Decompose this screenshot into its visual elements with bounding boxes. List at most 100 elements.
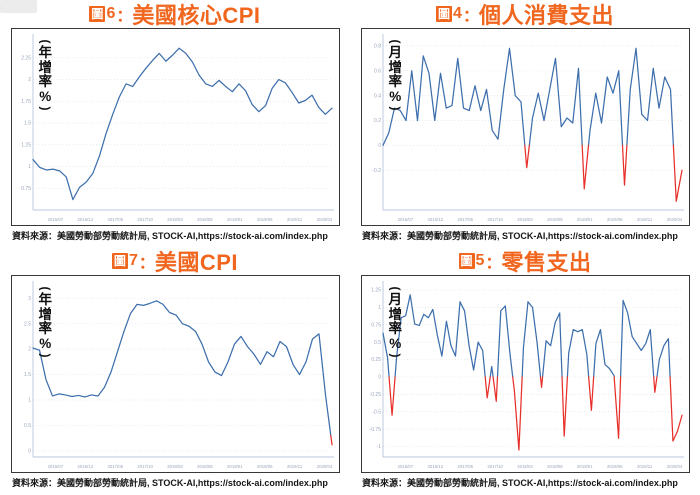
y-tick-label: 1 bbox=[28, 164, 31, 170]
figure-number: 6 bbox=[106, 5, 116, 22]
figure-cell-cpi: 圖 7：美國CPI 3 2.5 2 1.5 1 0.5 0 2016/07 2016/12 2017… bbox=[0, 247, 350, 495]
y-tick-label: 2.5 bbox=[24, 321, 31, 327]
source-note: 資料來源：美國勞動部勞動統計局, STOCK-AI,https://stock-… bbox=[362, 478, 678, 488]
x-tick-label: 2018/03 bbox=[517, 217, 533, 222]
figure-title-text: 個人消費支出 bbox=[478, 3, 614, 28]
x-tick-label: 2018/08 bbox=[197, 464, 213, 469]
y-tick-label: 1.5 bbox=[24, 372, 31, 378]
figure-title-text: 美國CPI bbox=[154, 250, 239, 275]
figure-title: 圖 6：美國核心CPI bbox=[0, 0, 350, 28]
x-tick-label: 2016/12 bbox=[77, 464, 93, 469]
figure-number: 7 bbox=[128, 252, 138, 269]
x-tick-label: 2017/05 bbox=[107, 217, 123, 222]
y-tick-label: 0 bbox=[378, 143, 381, 149]
x-tick-label: 2019/06 bbox=[606, 464, 622, 469]
chart-panel: 1.25 1 0.75 0.5 0.25 0 -0.25 -0.5 -0.75 -1 2016/07… bbox=[360, 275, 690, 473]
data-line bbox=[31, 300, 331, 437]
x-tick-label: 2016/07 bbox=[47, 217, 63, 222]
x-tick-label: 2017/10 bbox=[487, 464, 503, 469]
source-note: 資料來源：美國勞動部勞動統計局, STOCK-AI,https://stock-… bbox=[362, 231, 678, 241]
figure-title: 圖 5：零售支出 bbox=[350, 247, 700, 275]
chart-panel: 2.25 2 1.75 1.5 1.25 1 0.75 2016/07 2016/12 2017/… bbox=[10, 28, 340, 226]
x-tick-label: 2017/05 bbox=[107, 464, 123, 469]
x-tick-label: 2016/12 bbox=[77, 217, 93, 222]
data-line-negative bbox=[329, 435, 333, 446]
x-tick-label: 2019/06 bbox=[256, 464, 272, 469]
figure-badge-icon: 圖 bbox=[436, 6, 453, 22]
y-tick-label: 1.25 bbox=[21, 142, 31, 148]
y-tick-label: 2.25 bbox=[21, 55, 31, 61]
y-tick-label: 0.4 bbox=[374, 93, 381, 99]
y-tick-label: 0 bbox=[378, 375, 381, 381]
x-tick-label: 2017/10 bbox=[137, 217, 153, 222]
y-tick-label: -1 bbox=[376, 444, 381, 450]
y-tick-label: 0.75 bbox=[21, 186, 31, 192]
y-tick-label: 2 bbox=[28, 77, 31, 83]
source-note: 資料來源：美國勞動部勞動統計局, STOCK-AI,https://stock-… bbox=[12, 478, 328, 488]
figure-separator: ： bbox=[485, 255, 502, 272]
figure-badge-icon: 圖 bbox=[458, 253, 475, 269]
y-tick-label: 1 bbox=[378, 305, 381, 311]
y-tick-label: 1.75 bbox=[21, 99, 31, 105]
figure-title: 圖 4：個人消費支出 bbox=[350, 0, 700, 28]
figure-separator: ： bbox=[138, 255, 155, 272]
x-tick-label: 2016/07 bbox=[47, 464, 63, 469]
x-tick-label: 2017/05 bbox=[457, 464, 473, 469]
x-tick-label: 2019/01 bbox=[227, 464, 243, 469]
x-tick-label: 2020/04 bbox=[316, 217, 332, 222]
data-line bbox=[381, 47, 674, 146]
y-tick-label: -0.2 bbox=[372, 168, 381, 174]
chart-panel: 0.8 0.6 0.4 0.2 0 -0.2 2016/07 2016/12 2017/05 20… bbox=[360, 28, 690, 226]
y-tick-label: 0 bbox=[28, 448, 31, 454]
chart-panel: 3 2.5 2 1.5 1 0.5 0 2016/07 2016/12 2017/05 2017/1… bbox=[10, 275, 340, 473]
us-cpi-chart: 3 2.5 2 1.5 1 0.5 0 2016/07 2016/12 2017/05 2017/1… bbox=[24, 281, 334, 469]
x-tick-label: 2018/08 bbox=[547, 464, 563, 469]
corner-artifact bbox=[0, 0, 37, 13]
figure-cell-pce: 圖 4：個人消費支出 0.8 0.6 0.4 0.2 0 -0.2 2016/07 2016/1… bbox=[350, 0, 700, 247]
data-line-negative bbox=[387, 376, 683, 451]
x-tick-label: 2020/04 bbox=[666, 464, 682, 469]
y-tick-label: 1.25 bbox=[371, 288, 381, 294]
figure-separator: ： bbox=[462, 8, 479, 25]
x-tick-label: 2018/08 bbox=[547, 217, 563, 222]
y-tick-label: -0.75 bbox=[369, 427, 381, 433]
x-tick-label: 2019/01 bbox=[577, 464, 593, 469]
x-tick-label: 2019/11 bbox=[637, 217, 653, 222]
figure-separator: ： bbox=[116, 8, 133, 25]
y-tick-label: 0.5 bbox=[374, 340, 381, 346]
x-tick-label: 2018/08 bbox=[197, 217, 213, 222]
y-tick-label: 0.6 bbox=[374, 68, 381, 74]
y-tick-label: -0.5 bbox=[372, 409, 381, 415]
y-tick-label: 0.25 bbox=[371, 357, 381, 363]
x-tick-label: 2016/12 bbox=[427, 217, 443, 222]
x-tick-label: 2019/11 bbox=[287, 464, 303, 469]
x-tick-label: 2016/07 bbox=[397, 464, 413, 469]
figure-badge-icon: 圖 bbox=[89, 6, 106, 22]
x-tick-label: 2019/06 bbox=[606, 217, 622, 222]
x-tick-label: 2019/11 bbox=[637, 464, 653, 469]
x-tick-label: 2016/12 bbox=[427, 464, 443, 469]
figure-title-text: 美國核心CPI bbox=[132, 3, 261, 28]
us-core-cpi-chart: 2.25 2 1.75 1.5 1.25 1 0.75 2016/07 2016/12 2017/… bbox=[21, 34, 334, 222]
y-tick-label: 1.5 bbox=[24, 121, 31, 127]
y-tick-label: 0.8 bbox=[374, 44, 381, 50]
x-tick-label: 2019/01 bbox=[227, 217, 243, 222]
x-tick-label: 2018/03 bbox=[167, 217, 183, 222]
x-tick-label: 2019/06 bbox=[256, 217, 272, 222]
y-tick-label: 0.75 bbox=[371, 322, 381, 328]
figure-cell-retail: 圖 5：零售支出 1.25 1 0.75 0.5 0.25 0 -0.25 -0.5 -0.75 -… bbox=[350, 247, 700, 495]
data-line bbox=[31, 47, 333, 201]
x-tick-label: 2018/03 bbox=[517, 464, 533, 469]
y-tick-label: 2 bbox=[28, 347, 31, 353]
y-tick-label: 0.2 bbox=[374, 118, 381, 124]
figure-number: 4 bbox=[453, 5, 462, 22]
x-tick-label: 2018/03 bbox=[167, 464, 183, 469]
personal-consumption-chart: 0.8 0.6 0.4 0.2 0 -0.2 2016/07 2016/12 2017/05 20… bbox=[372, 34, 684, 222]
data-line bbox=[381, 294, 671, 378]
x-tick-label: 2017/10 bbox=[487, 217, 503, 222]
figure-cell-core-cpi: 圖 6：美國核心CPI 2.25 2 1.75 1.5 1.25 1 0.75 2016/07 2… bbox=[0, 0, 350, 247]
y-tick-label: -0.25 bbox=[369, 392, 381, 398]
x-tick-label: 2019/11 bbox=[287, 217, 303, 222]
y-tick-label: 0.5 bbox=[24, 423, 31, 429]
